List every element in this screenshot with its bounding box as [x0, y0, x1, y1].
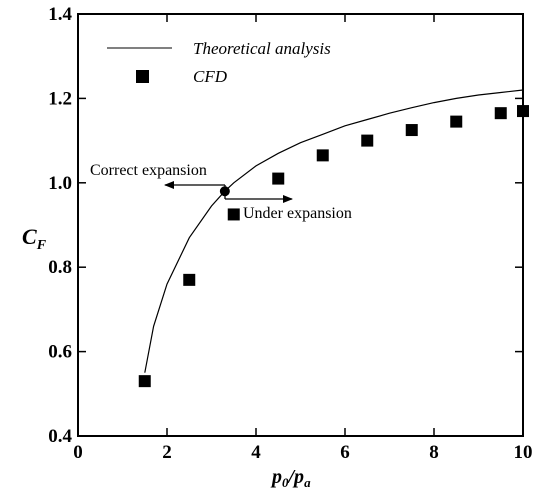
cfd-point: [517, 105, 529, 118]
y-tick-label: 1.2: [48, 88, 72, 109]
annotations: Correct expansion Under expansion: [90, 162, 352, 222]
x-tick-label: 10: [514, 442, 533, 463]
x-tick-label: 4: [251, 442, 261, 463]
y-tick-label: 1.4: [48, 4, 72, 25]
series-layer: [138, 89, 529, 388]
x-tick-label: 0: [73, 442, 83, 463]
x-tick-label: 2: [162, 442, 172, 463]
x-tick-label: 8: [429, 442, 439, 463]
cfd-point: [272, 172, 285, 185]
y-tick-label: 0.8: [48, 257, 72, 278]
legend: Theoretical analysis CFD: [107, 39, 331, 86]
x-axis-title: p0/pa: [270, 466, 311, 490]
y-axis-title: CF: [22, 224, 47, 253]
y-tick-label: 0.6: [48, 342, 72, 363]
cfd-point: [450, 115, 463, 128]
legend-square-swatch: [136, 70, 149, 83]
y-tick-label: 1.0: [48, 173, 72, 194]
annotation-correct-expansion: Correct expansion: [90, 162, 207, 179]
cfd-point: [405, 124, 418, 137]
correct-expansion-point: [219, 186, 230, 197]
cfd-point: [494, 107, 507, 120]
legend-label-cfd: CFD: [193, 67, 228, 86]
series-line-theoretical: [144, 89, 524, 373]
cfd-point: [316, 149, 329, 162]
axes: 0 2 4 6 8 10 0.4 0.6 0.8 1.0 1.2 1.4: [48, 4, 532, 463]
legend-label-theoretical: Theoretical analysis: [193, 39, 331, 58]
cfd-point: [183, 273, 196, 286]
cfd-point: [361, 134, 374, 147]
annotation-under-expansion: Under expansion: [243, 205, 352, 222]
x-tick-label: 6: [340, 442, 350, 463]
cfd-point: [227, 208, 240, 221]
y-tick-label: 0.4: [48, 426, 72, 447]
cfd-point: [138, 375, 151, 388]
plot-frame: [77, 13, 524, 437]
